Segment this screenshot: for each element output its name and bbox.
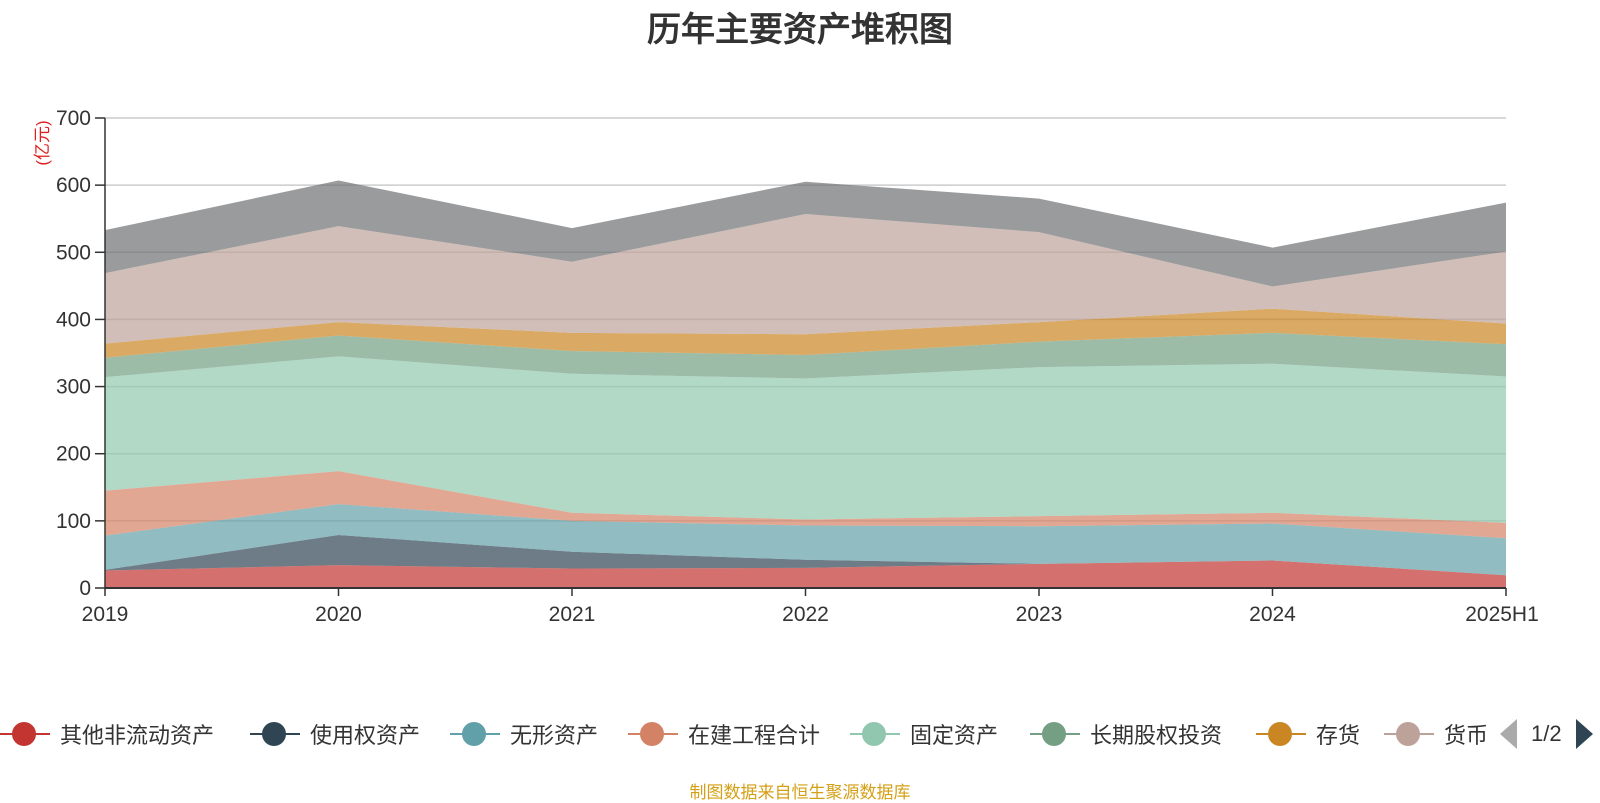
area-series-0[interactable]: [105, 560, 1506, 588]
legend-item[interactable]: 使用权资产: [250, 716, 420, 752]
legend: 其他非流动资产 使用权资产 无形资产 在建工程合计 固定资产 长期股权投资 存货 货币: [0, 716, 1600, 756]
area-series-3[interactable]: [105, 471, 1506, 539]
legend-marker-icon: [850, 720, 900, 748]
legend-marker-icon: [628, 720, 678, 748]
legend-marker-icon: [250, 720, 300, 748]
legend-item[interactable]: 无形资产: [450, 716, 598, 752]
legend-item[interactable]: 货币: [1384, 716, 1488, 752]
legend-prev-page-icon[interactable]: [1500, 719, 1517, 749]
legend-item[interactable]: 长期股权投资: [1030, 716, 1222, 752]
x-tick-label: 2020: [315, 603, 362, 626]
area-series-6[interactable]: [105, 308, 1506, 358]
y-tick-label: 400: [56, 308, 91, 331]
legend-item[interactable]: 在建工程合计: [628, 716, 820, 752]
y-tick-label: 0: [79, 577, 91, 600]
area-series-7[interactable]: [105, 214, 1506, 344]
legend-marker-icon: [450, 720, 500, 748]
x-tick-label: 2025H1: [1465, 603, 1539, 626]
x-tick-label: 2023: [1016, 603, 1063, 626]
legend-label: 其他非流动资产: [60, 723, 215, 748]
area-series-5[interactable]: [105, 332, 1506, 379]
legend-marker-icon: [0, 720, 50, 748]
legend-item[interactable]: 存货: [1256, 716, 1360, 752]
legend-marker-icon: [1030, 720, 1080, 748]
legend-page-indicator: 1/2: [1531, 721, 1562, 746]
legend-label: 在建工程合计: [688, 723, 821, 748]
legend-label: 存货: [1316, 723, 1361, 748]
area-series-1[interactable]: [105, 534, 1506, 576]
area-series-8[interactable]: [105, 180, 1506, 287]
legend-label: 货币: [1444, 723, 1489, 748]
legend-next-page-icon[interactable]: [1575, 719, 1593, 749]
x-tick-label: 2022: [782, 603, 829, 626]
legend-marker-icon: [1256, 720, 1306, 748]
x-tick-label: 2019: [82, 603, 129, 626]
y-tick-label: 100: [56, 510, 91, 533]
axes: 0 100 200 300 400 500 600 700 2019 2020 2021 2022 20…: [56, 107, 1539, 626]
y-tick-label: 600: [56, 174, 91, 197]
area-series: [105, 180, 1506, 588]
legend-label: 固定资产: [910, 723, 999, 748]
legend-item[interactable]: 其他非流动资产: [0, 716, 214, 752]
chart-title: 历年主要资产堆积图: [647, 11, 953, 49]
y-tick-label: 500: [56, 241, 91, 264]
legend-label: 无形资产: [510, 723, 599, 748]
legend-label: 使用权资产: [310, 723, 421, 748]
data-source-note: 制图数据来自恒生聚源数据库: [689, 783, 911, 802]
legend-marker-icon: [1384, 720, 1434, 748]
y-tick-label: 700: [56, 107, 91, 130]
legend-item[interactable]: 固定资产: [850, 716, 998, 752]
legend-label: 长期股权投资: [1090, 723, 1223, 748]
y-tick-label: 200: [56, 443, 91, 466]
x-tick-label: 2024: [1249, 603, 1296, 626]
area-series-4[interactable]: [105, 356, 1506, 523]
y-axis-unit-label: (亿元): [33, 120, 52, 165]
x-tick-label: 2021: [549, 603, 596, 626]
legend-pager: 1/2: [1500, 716, 1593, 752]
area-series-2[interactable]: [105, 504, 1506, 576]
y-tick-label: 300: [56, 376, 91, 399]
